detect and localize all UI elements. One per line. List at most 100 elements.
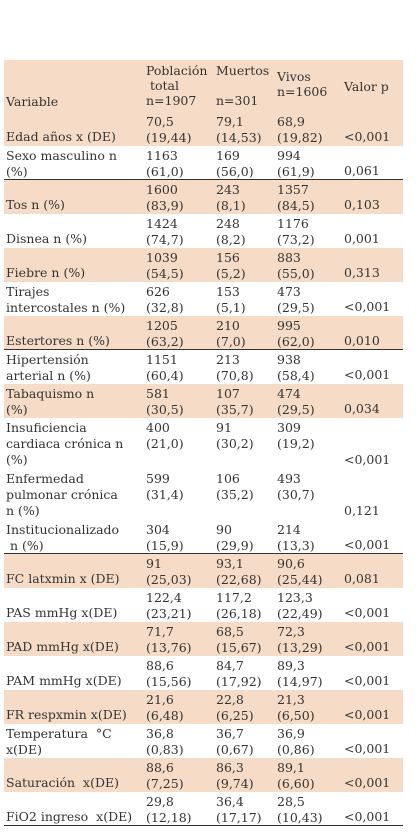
vivos-cell: 493 (30,7) (277, 471, 315, 502)
table-row: Enfermedad pulmonar crónica n (%) 599 (31… (4, 469, 403, 520)
vivos-cell: 938 (58,4) (277, 352, 315, 383)
table-row: PAM mmHg x(DE) 88,6 (15,56) 84,7 (17,92) 89… (4, 656, 403, 690)
poblacion-cell: 581 (30,5) (146, 386, 184, 417)
variable-cell: Enfermedad pulmonar crónica n (%) (6, 471, 118, 518)
header-valor-p: Valor p (344, 79, 389, 94)
header-vivos: Vivos n=1606 (277, 69, 328, 99)
muertos-cell: 169 (56,0) (216, 148, 254, 179)
table-row: Tabaquismo n (%) 581 (30,5) 107 (35,7) 474 … (4, 384, 403, 418)
row-divider (4, 179, 403, 180)
vivos-cell: 1176 (73,2) (277, 216, 315, 247)
muertos-cell: 243 (8,1) (216, 182, 246, 213)
table-row: Fiebre n (%) 1039 (54,5) 156 (5,2) 883 (55,… (4, 248, 403, 282)
variable-cell: Sexo masculino n (%) (6, 148, 117, 179)
muertos-cell: 91 (30,2) (216, 420, 254, 451)
header-muertos: Muertos n=301 (216, 63, 270, 108)
p-value-cell: <0,001 (344, 129, 391, 144)
variable-cell: Tos n (%) (6, 197, 65, 212)
table-header: Variable Población total n=1907 Muertos … (4, 60, 403, 112)
muertos-cell: 86,3 (9,74) (216, 760, 254, 791)
vivos-cell: 89,3 (14,97) (277, 658, 323, 689)
muertos-cell: 90 (29,9) (216, 522, 254, 553)
p-value-cell: 0,001 (344, 231, 380, 246)
p-value-cell: <0,001 (344, 673, 391, 688)
p-value-cell: <0,001 (344, 605, 391, 620)
variable-cell: Tabaquismo n (%) (6, 386, 95, 417)
poblacion-cell: 36,8 (0,83) (146, 726, 184, 757)
p-value-cell: <0,001 (344, 707, 391, 722)
p-value-cell: 0,121 (344, 503, 380, 518)
table-row: FR respxmin x(DE) 21,6 (6,48) 22,8 (6,25) 2… (4, 690, 403, 724)
p-value-cell: <0,001 (344, 537, 391, 552)
table-row: Estertores n (%) 1205 (63,2) 210 (7,0) 995 … (4, 316, 403, 350)
table-row: Saturación x(DE) 88,6 (7,25) 86,3 (9,74) 89… (4, 758, 403, 792)
vivos-cell: 995 (62,0) (277, 318, 315, 349)
poblacion-cell: 71,7 (13,76) (146, 624, 192, 655)
variable-cell: Fiebre n (%) (6, 265, 86, 280)
p-value-cell: 0,061 (344, 163, 380, 178)
table-row: FiO2 ingreso x(DE) 29,8 (12,18) 36,4 (17,1… (4, 792, 403, 826)
table-row: FC latxmin x (DE) 91 (25,03) 93,1 (22,68) 9… (4, 554, 403, 588)
muertos-cell: 248 (8,2) (216, 216, 246, 247)
poblacion-cell: 88,6 (15,56) (146, 658, 192, 689)
variable-cell: Insuficiencia cardiaca crónica n (%) (6, 420, 124, 467)
table-row: Disnea n (%) 1424 (74,7) 248 (8,2) 1176 (73… (4, 214, 403, 248)
poblacion-cell: 1039 (54,5) (146, 250, 184, 281)
poblacion-cell: 1600 (83,9) (146, 182, 184, 213)
variable-cell: PAD mmHg x(DE) (6, 639, 119, 654)
row-divider (4, 825, 403, 826)
poblacion-cell: 304 (15,9) (146, 522, 184, 553)
vivos-cell: 72,3 (13,29) (277, 624, 323, 655)
table-row: Hipertensión arterial n (%) 1151 (60,4) 21… (4, 350, 403, 384)
poblacion-cell: 1424 (74,7) (146, 216, 184, 247)
variable-cell: Hipertensión arterial n (%) (6, 352, 91, 383)
table-row: Temperatura °C x(DE) 36,8 (0,83) 36,7 (0,6… (4, 724, 403, 758)
p-value-cell: <0,001 (344, 299, 391, 314)
muertos-cell: 79,1 (14,53) (216, 114, 262, 145)
variable-cell: Saturación x(DE) (6, 775, 119, 790)
p-value-cell: <0,001 (344, 741, 391, 756)
variable-cell: Disnea n (%) (6, 231, 87, 246)
poblacion-cell: 1205 (63,2) (146, 318, 184, 349)
vivos-cell: 36,9 (0,86) (277, 726, 315, 757)
vivos-cell: 883 (55,0) (277, 250, 315, 281)
vivos-cell: 474 (29,5) (277, 386, 315, 417)
vivos-cell: 28,5 (10,43) (277, 794, 323, 825)
variable-cell: FC latxmin x (DE) (6, 571, 120, 586)
variable-cell: Temperatura °C x(DE) (6, 726, 112, 757)
variable-cell: PAM mmHg x(DE) (6, 673, 122, 688)
table-row: PAS mmHg x(DE) 122,4 (23,21) 117,2 (26,18)… (4, 588, 403, 622)
poblacion-cell: 21,6 (6,48) (146, 692, 184, 723)
table-row: Insuficiencia cardiaca crónica n (%) 400 … (4, 418, 403, 469)
muertos-cell: 210 (7,0) (216, 318, 246, 349)
poblacion-cell: 626 (32,8) (146, 284, 184, 315)
variable-cell: Edad años x (DE) (6, 129, 116, 144)
muertos-cell: 156 (5,2) (216, 250, 246, 281)
p-value-cell: <0,001 (344, 367, 391, 382)
muertos-cell: 93,1 (22,68) (216, 556, 262, 587)
muertos-cell: 153 (5,1) (216, 284, 246, 315)
p-value-cell: 0,034 (344, 401, 380, 416)
p-value-cell: <0,001 (344, 452, 391, 467)
muertos-cell: 36,4 (17,17) (216, 794, 262, 825)
p-value-cell: 0,081 (344, 571, 380, 586)
muertos-cell: 107 (35,7) (216, 386, 254, 417)
vivos-cell: 473 (29,5) (277, 284, 315, 315)
p-value-cell: 0,103 (344, 197, 380, 212)
p-value-cell: <0,001 (344, 639, 391, 654)
muertos-cell: 84,7 (17,92) (216, 658, 262, 689)
poblacion-cell: 122,4 (23,21) (146, 590, 192, 621)
poblacion-cell: 1163 (61,0) (146, 148, 184, 179)
table-row: PAD mmHg x(DE) 71,7 (13,76) 68,5 (15,67) 72… (4, 622, 403, 656)
muertos-cell: 36,7 (0,67) (216, 726, 254, 757)
vivos-cell: 68,9 (19,82) (277, 114, 323, 145)
header-variable: Variable (6, 94, 59, 109)
vivos-cell: 214 (13,3) (277, 522, 315, 553)
p-value-cell: <0,001 (344, 809, 391, 824)
vivos-cell: 309 (19,2) (277, 420, 315, 451)
p-value-cell: 0,313 (344, 265, 380, 280)
muertos-cell: 117,2 (26,18) (216, 590, 262, 621)
muertos-cell: 213 (70,8) (216, 352, 254, 383)
p-value-cell: 0,010 (344, 333, 380, 348)
vivos-cell: 90,6 (25,44) (277, 556, 323, 587)
